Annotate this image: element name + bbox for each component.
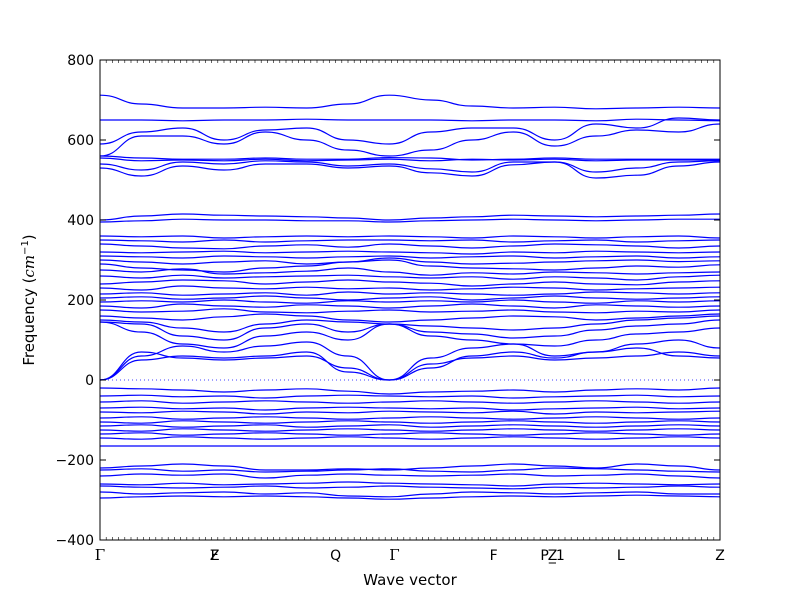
band-line-22 — [99, 295, 721, 301]
y-tick-label: −400 — [56, 533, 94, 549]
x-symmetry-label: Z — [715, 548, 725, 564]
y-axis-ticks: 800 600 400 200 0 −200 −400 — [56, 53, 720, 549]
band-line-26 — [99, 313, 721, 323]
plot-frame — [99, 59, 721, 541]
x-symmetry-label: Γ — [389, 546, 399, 564]
band-line-47 — [99, 473, 721, 479]
band-line-49 — [99, 485, 721, 490]
x-axis-ticks: Γ ZF Q Γ F P_1Z L Z — [95, 60, 725, 564]
x-symmetry-label: Z — [548, 548, 558, 564]
band-line-34 — [99, 394, 721, 399]
x-axis-label: Wave vector — [363, 571, 457, 589]
band-line-48 — [99, 481, 721, 487]
band-line-24 — [99, 303, 721, 309]
y-tick-label: 400 — [67, 213, 94, 229]
band-line-7 — [99, 161, 721, 179]
y-axis-label-exp: −1 — [20, 240, 31, 255]
band-line-36 — [99, 406, 721, 411]
band-line-14 — [99, 255, 721, 259]
y-axis-label-close: ) — [20, 234, 38, 240]
band-line-38 — [99, 416, 721, 420]
y-axis-label-main: Frequency ( — [20, 278, 38, 366]
band-line-19 — [99, 279, 721, 287]
band-line-20 — [99, 285, 721, 291]
band-line-31 — [99, 351, 721, 381]
band-line-35 — [99, 400, 721, 404]
y-tick-label: −200 — [56, 453, 94, 469]
band-line-1 — [100, 118, 721, 122]
band-line-23 — [99, 299, 721, 304]
band-line-46 — [99, 467, 721, 473]
band-line-33 — [99, 387, 721, 395]
x-symmetry-label: F — [211, 548, 219, 564]
band-line-12 — [99, 243, 721, 250]
band-line-28 — [99, 319, 721, 341]
band-line-13 — [99, 250, 721, 255]
x-symmetry-label: P_1 — [540, 548, 564, 564]
band-line-50 — [99, 491, 720, 498]
band-line-5 — [99, 157, 720, 162]
band-line-40 — [99, 424, 721, 428]
band-line-16 — [99, 259, 721, 273]
band-line-11 — [99, 239, 721, 243]
band-line-27 — [99, 315, 721, 333]
band-line-0 — [99, 94, 721, 110]
x-symmetry-label: Q — [330, 548, 341, 564]
band-line-15 — [99, 257, 721, 265]
band-line-37 — [99, 410, 721, 415]
y-tick-label: 200 — [67, 293, 94, 309]
x-symmetry-label: F — [490, 548, 498, 564]
band-line-43 — [99, 436, 721, 440]
y-axis-label: Frequency (cm−1) — [20, 234, 38, 365]
x-symmetry-label: L — [617, 548, 625, 564]
band-line-3 — [99, 123, 721, 157]
y-axis-label-unit: cm — [20, 255, 38, 278]
y-tick-label: 600 — [67, 133, 94, 149]
band-line-6 — [99, 160, 721, 173]
band-line-39 — [99, 420, 721, 424]
y-tick-label: 800 — [67, 53, 94, 69]
band-line-18 — [99, 274, 721, 281]
band-line-21 — [99, 291, 721, 296]
band-line-9 — [99, 218, 720, 223]
band-line-10 — [99, 235, 721, 239]
band-line-30 — [99, 339, 721, 381]
band-line-45 — [99, 463, 721, 471]
band-line-25 — [99, 308, 721, 314]
band-line-51 — [99, 494, 721, 500]
band-line-8 — [99, 213, 721, 221]
band-line-32 — [99, 347, 721, 381]
band-line-2 — [99, 117, 721, 145]
band-line-42 — [99, 432, 721, 436]
band-line-4 — [99, 155, 720, 161]
y-tick-label: 0 — [85, 373, 94, 389]
band-line-17 — [99, 267, 721, 276]
band-lines — [99, 94, 721, 500]
band-line-41 — [99, 428, 721, 432]
x-symmetry-label: Z — [210, 548, 220, 564]
x-symmetry-label: Γ — [95, 546, 105, 564]
band-line-29 — [99, 321, 721, 349]
